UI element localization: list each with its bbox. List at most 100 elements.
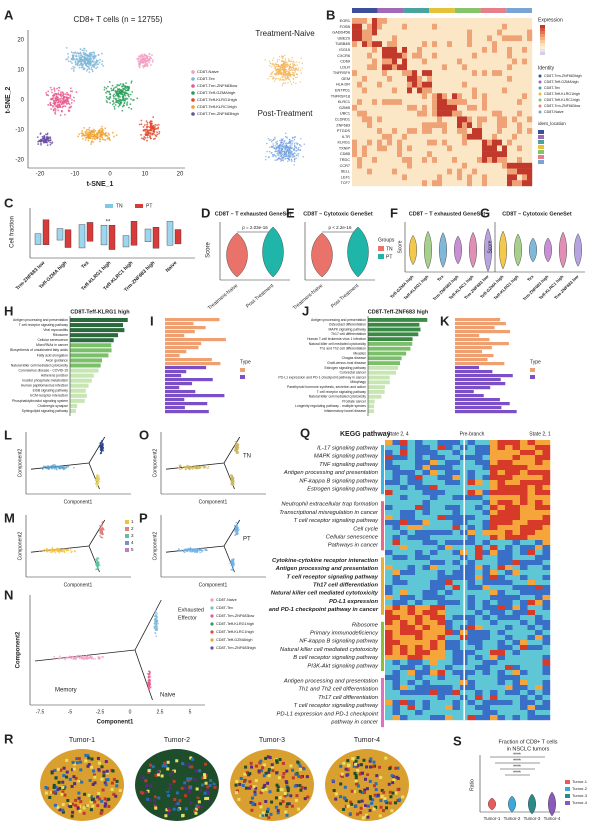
heat-cell xyxy=(432,18,437,24)
heat-cell xyxy=(507,180,512,186)
heat-cell xyxy=(483,505,491,510)
heat-cell xyxy=(367,41,372,47)
cell-dot xyxy=(298,153,299,154)
heat-cell xyxy=(472,128,477,134)
heat-cell xyxy=(397,122,402,128)
heat-cell xyxy=(432,53,437,59)
heat-cell xyxy=(362,116,367,122)
heat-cell xyxy=(487,99,492,105)
heat-cell xyxy=(400,475,408,480)
heat-cell xyxy=(442,59,447,65)
heat-cell xyxy=(445,440,453,445)
cell-dot xyxy=(205,467,207,469)
heat-cell xyxy=(415,560,423,565)
legend-label: CD8T-Teff-KLRG1high xyxy=(216,622,254,626)
cell-dot xyxy=(272,59,273,60)
heat-cell xyxy=(490,440,498,445)
heat-cell xyxy=(385,460,393,465)
heat-cell xyxy=(490,495,498,500)
cell-dot xyxy=(277,74,278,75)
heat-cell xyxy=(362,99,367,105)
cell-dot xyxy=(146,61,148,63)
cell-dot xyxy=(293,78,294,79)
cell-dot xyxy=(290,156,291,157)
heat-cell xyxy=(497,174,502,180)
heat-cell xyxy=(498,520,506,525)
heat-cell xyxy=(492,151,497,157)
heat-cell xyxy=(385,480,393,485)
heat-cell xyxy=(445,550,453,555)
cell-dot xyxy=(139,124,141,126)
heat-cell xyxy=(362,163,367,169)
heat-cell xyxy=(507,116,512,122)
pathway-label: Sphingolipid signaling pathway xyxy=(22,409,69,413)
heat-cell xyxy=(438,475,446,480)
cell-dot xyxy=(294,142,295,143)
heat-cell xyxy=(422,53,427,59)
cell-dot xyxy=(80,656,82,658)
heat-cell xyxy=(520,520,528,525)
heat-cell xyxy=(490,445,498,450)
cell-dot xyxy=(102,444,104,446)
heat-cell xyxy=(490,560,498,565)
heat-cell xyxy=(527,140,532,146)
heat-cell xyxy=(497,35,502,41)
cell-dot xyxy=(273,154,274,155)
legend-swatch xyxy=(210,606,213,609)
heat-cell xyxy=(505,525,513,530)
heat-cell xyxy=(362,157,367,163)
box xyxy=(79,225,85,248)
heat-cell xyxy=(362,105,367,111)
cell-dot xyxy=(56,93,58,95)
cell-dot xyxy=(47,104,49,106)
heat-cell xyxy=(487,151,492,157)
heat-cell xyxy=(362,174,367,180)
cell-dot xyxy=(145,63,147,65)
heat-cell xyxy=(397,140,402,146)
heat-cell xyxy=(502,128,507,134)
heat-cell xyxy=(513,455,521,460)
heat-cell xyxy=(400,575,408,580)
bar xyxy=(165,358,212,361)
heat-cell xyxy=(517,82,522,88)
cell-dot xyxy=(128,107,130,109)
heat-cell xyxy=(407,76,412,82)
heat-cell xyxy=(382,30,387,36)
heat-cell xyxy=(492,53,497,59)
heat-cell xyxy=(522,111,527,117)
heat-cell xyxy=(397,76,402,82)
heat-cell xyxy=(357,53,362,59)
cell-dot xyxy=(78,60,80,62)
bar xyxy=(455,338,489,341)
cell-dot xyxy=(67,98,69,100)
heat-cell xyxy=(475,535,483,540)
cell-dot xyxy=(46,137,48,139)
heat-cell xyxy=(437,41,442,47)
heat-cell xyxy=(423,540,431,545)
heat-cell xyxy=(423,475,431,480)
cell-dot xyxy=(153,133,155,135)
heat-cell xyxy=(498,550,506,555)
heat-cell xyxy=(445,475,453,480)
heat-cell xyxy=(392,47,397,53)
cell-dot xyxy=(140,61,142,63)
heat-cell xyxy=(502,134,507,140)
heat-cell xyxy=(527,53,532,59)
heat-cell xyxy=(423,530,431,535)
bar xyxy=(165,406,185,409)
heat-cell xyxy=(423,545,431,550)
bar xyxy=(368,352,406,356)
heat-cell xyxy=(527,151,532,157)
cell-dot xyxy=(287,149,288,150)
heat-cell xyxy=(535,450,543,455)
legend-label: CD8T-Naive xyxy=(544,110,564,114)
heat-cell xyxy=(445,580,453,585)
heat-cell xyxy=(393,465,401,470)
gene-label: KLRG1 xyxy=(338,141,350,145)
heat-cell xyxy=(482,128,487,134)
heat-cell xyxy=(513,460,521,465)
heat-cell xyxy=(528,450,536,455)
cell-dot xyxy=(96,480,98,482)
heat-cell xyxy=(517,163,522,169)
cell-dot xyxy=(98,54,100,56)
